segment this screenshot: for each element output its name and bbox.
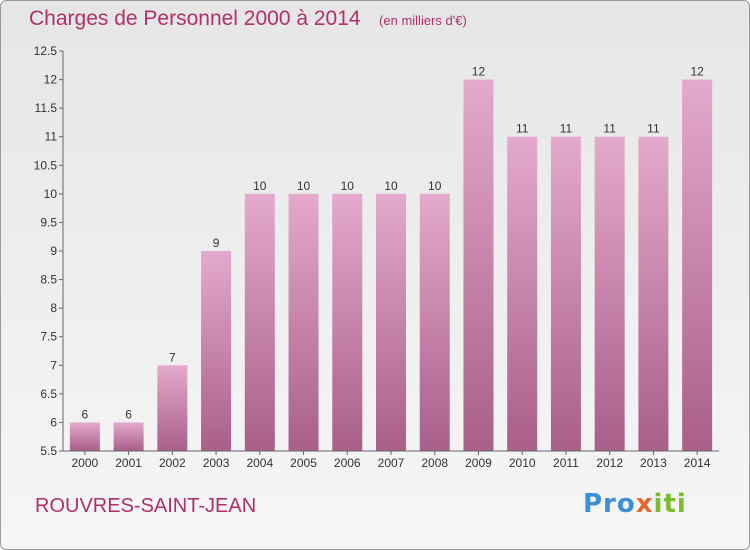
y-tick: 6.5 bbox=[40, 387, 63, 401]
y-tick: 7.5 bbox=[40, 330, 63, 344]
bar-2005 bbox=[288, 193, 319, 451]
x-tick-label: 2005 bbox=[290, 456, 317, 470]
chart-title: Charges de Personnel 2000 à 2014 (en mil… bbox=[29, 7, 467, 31]
bar-2010 bbox=[507, 136, 538, 451]
x-tick-label: 2002 bbox=[159, 456, 186, 470]
bar-2002 bbox=[157, 365, 188, 451]
y-tick: 10 bbox=[44, 187, 63, 201]
bar-2000 bbox=[69, 422, 100, 451]
bar-value-label: 10 bbox=[253, 179, 267, 193]
bar-value-label: 7 bbox=[169, 350, 176, 364]
y-tick-label: 8.5 bbox=[40, 273, 57, 287]
y-tick-label: 11.5 bbox=[35, 101, 58, 115]
bar-value-label: 6 bbox=[82, 407, 89, 421]
x-tick-label: 2014 bbox=[684, 456, 711, 470]
bar-2006 bbox=[332, 193, 363, 451]
y-tick: 8 bbox=[50, 301, 63, 315]
bar-2003 bbox=[201, 251, 232, 451]
bar-value-label: 11 bbox=[516, 122, 529, 136]
x-tick-label: 2011 bbox=[553, 456, 579, 470]
bar-2007 bbox=[376, 193, 406, 451]
x-tick-label: 2008 bbox=[421, 456, 448, 470]
x-tick-label: 2000 bbox=[72, 456, 99, 470]
bar-value-label: 10 bbox=[341, 179, 355, 193]
y-tick-label: 10.5 bbox=[34, 158, 58, 172]
y-tick-label: 7 bbox=[50, 358, 57, 372]
y-tick-label: 9 bbox=[50, 244, 57, 258]
y-tick: 9 bbox=[50, 244, 63, 258]
chart-title-text: Charges de Personnel 2000 à 2014 bbox=[29, 7, 361, 30]
bar-2009 bbox=[463, 79, 494, 452]
bar-value-label: 12 bbox=[690, 65, 704, 79]
y-tick-label: 10 bbox=[44, 187, 58, 201]
x-tick-label: 2006 bbox=[334, 456, 361, 470]
y-tick: 12.5 bbox=[34, 44, 63, 58]
proxiti-logo[interactable]: Proxiti bbox=[583, 489, 687, 519]
bar-2012 bbox=[594, 136, 625, 451]
y-tick: 11 bbox=[45, 130, 63, 144]
commune-name: ROUVRES-SAINT-JEAN bbox=[35, 495, 257, 517]
bar-2013 bbox=[638, 136, 669, 451]
y-tick-label: 6 bbox=[50, 415, 57, 429]
x-tick-label: 2010 bbox=[509, 456, 536, 470]
y-tick: 9.5 bbox=[40, 215, 63, 229]
y-tick-label: 8 bbox=[50, 301, 57, 315]
y-tick-label: 11 bbox=[45, 130, 58, 144]
bar-2008 bbox=[419, 193, 450, 451]
y-tick-label: 5.5 bbox=[40, 444, 57, 458]
y-tick-label: 7.5 bbox=[40, 330, 57, 344]
y-tick-label: 12.5 bbox=[34, 44, 58, 58]
x-tick-label: 2009 bbox=[465, 456, 492, 470]
y-tick-label: 12 bbox=[44, 73, 58, 87]
y-tick: 12 bbox=[44, 73, 63, 87]
y-tick: 8.5 bbox=[40, 273, 63, 287]
bar-2014 bbox=[682, 79, 713, 452]
bar-value-label: 10 bbox=[428, 179, 442, 193]
bar-2004 bbox=[244, 193, 275, 451]
bar-value-label: 6 bbox=[125, 407, 132, 421]
bar-value-label: 10 bbox=[384, 179, 398, 193]
bar-value-label: 11 bbox=[560, 122, 573, 136]
y-tick: 6 bbox=[50, 415, 63, 429]
bar-value-label: 12 bbox=[472, 65, 486, 79]
bar-2011 bbox=[550, 136, 581, 451]
bar-2001 bbox=[113, 422, 144, 451]
y-tick: 10.5 bbox=[34, 158, 63, 172]
x-tick-label: 2012 bbox=[596, 456, 623, 470]
x-axis: 2000 2001 2002 2003 2004 2005 2006 2007 2008 2009… bbox=[63, 450, 719, 470]
y-tick-label: 6.5 bbox=[40, 387, 57, 401]
y-tick: 11.5 bbox=[35, 101, 63, 115]
x-tick-label: 2013 bbox=[640, 456, 667, 470]
bar-value-label: 11 bbox=[603, 122, 616, 136]
bar-value-label: 10 bbox=[297, 179, 311, 193]
y-tick: 7 bbox=[50, 358, 63, 372]
bars-group: 6 6 7 9 10 10 10 10 10 12 11 11 11 11 12 bbox=[69, 65, 713, 452]
x-tick-label: 2001 bbox=[115, 456, 142, 470]
y-axis: 5.5 6 6.5 7 7.5 8 8.5 9 9.5 10 10.5 11 11.5 12 12.5 bbox=[34, 44, 64, 458]
y-tick-label: 9.5 bbox=[40, 215, 57, 229]
bar-value-label: 9 bbox=[213, 236, 220, 250]
y-tick: 5.5 bbox=[40, 444, 63, 458]
bar-value-label: 11 bbox=[647, 122, 660, 136]
x-tick-label: 2003 bbox=[203, 456, 230, 470]
x-tick-label: 2004 bbox=[246, 456, 273, 470]
chart-unit-text: (en milliers d'€) bbox=[379, 13, 467, 28]
x-tick-label: 2007 bbox=[378, 456, 405, 470]
